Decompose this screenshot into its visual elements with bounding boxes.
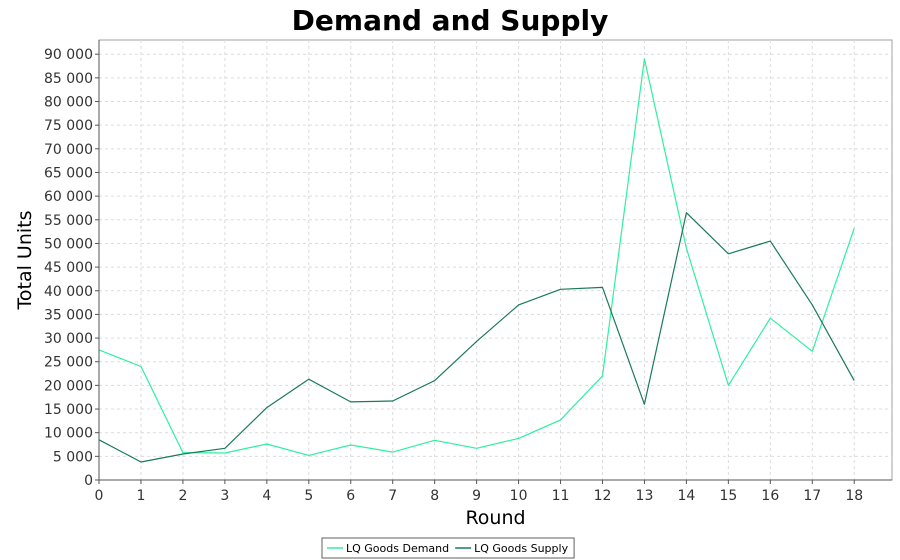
x-axis-label: Round [465, 507, 525, 529]
x-tick-label: 18 [845, 488, 863, 504]
y-tick-label: 90 000 [44, 47, 93, 63]
series-line-lq-goods-supply [98, 212, 855, 463]
y-tick-label: 55 000 [44, 213, 93, 229]
y-tick-label: 20 000 [44, 378, 93, 394]
x-tick-label: 3 [220, 488, 229, 504]
y-tick-label: 15 000 [44, 402, 93, 418]
x-tick-label: 14 [677, 488, 695, 504]
y-tick-label: 65 000 [44, 165, 93, 181]
y-tick-label: 0 [84, 473, 93, 489]
y-tick-label: 35 000 [44, 307, 93, 323]
x-tick-label: 5 [304, 488, 313, 504]
legend-item-label: LQ Goods Demand [346, 542, 449, 555]
y-tick-label: 60 000 [44, 189, 93, 205]
x-tick-label: 10 [510, 488, 528, 504]
gridlines [99, 40, 892, 480]
y-tick-label: 70 000 [44, 142, 93, 158]
chart-title: Demand and Supply [292, 4, 609, 37]
x-tick-label: 4 [262, 488, 271, 504]
plot-area [98, 39, 893, 481]
y-tick-label: 45 000 [44, 260, 93, 276]
y-tick-label: 75 000 [44, 118, 93, 134]
y-tick-label: 85 000 [44, 71, 93, 87]
x-tick-label: 15 [719, 488, 737, 504]
x-tick-label: 13 [636, 488, 654, 504]
series-line-lq-goods-demand [98, 58, 855, 456]
x-tick-label: 2 [178, 488, 187, 504]
x-tick-label: 7 [388, 488, 397, 504]
y-tick-label: 5 000 [53, 449, 93, 465]
y-axis-label: Total Units [14, 211, 36, 311]
y-tick-label: 50 000 [44, 236, 93, 252]
x-tick-label: 9 [472, 488, 481, 504]
x-tick-label: 0 [95, 488, 104, 504]
y-tick-label: 40 000 [44, 284, 93, 300]
x-tick-label: 8 [430, 488, 439, 504]
x-tick-label: 17 [803, 488, 821, 504]
x-tick-label: 12 [594, 488, 612, 504]
y-axis-ticks: 0 5 000 10 000 15 000 20 000 25 000 30 000 35 0… [44, 47, 99, 489]
x-tick-label: 16 [761, 488, 779, 504]
series-lines [98, 58, 855, 463]
y-tick-label: 30 000 [44, 331, 93, 347]
legend: LQ Goods Demand LQ Goods Supply [321, 537, 575, 559]
x-tick-label: 11 [552, 488, 570, 504]
x-axis-ticks: 0 1 2 3 4 5 6 7 8 9 10 11 12 13 14 15 16 17 18 [95, 480, 863, 504]
y-tick-label: 10 000 [44, 426, 93, 442]
x-tick-label: 1 [136, 488, 145, 504]
y-tick-label: 25 000 [44, 355, 93, 371]
legend-item-label: LQ Goods Supply [474, 542, 568, 555]
x-tick-label: 6 [346, 488, 355, 504]
y-tick-label: 80 000 [44, 95, 93, 111]
